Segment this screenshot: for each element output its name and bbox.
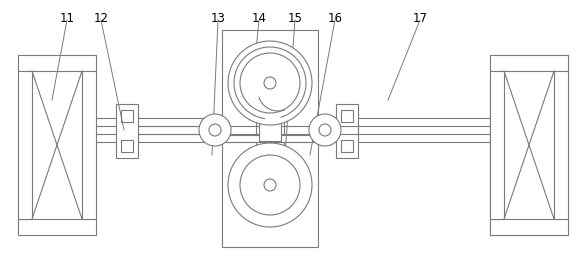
Bar — [82, 71, 96, 219]
Text: 12: 12 — [93, 12, 108, 25]
Bar — [490, 71, 504, 219]
Circle shape — [209, 124, 221, 136]
Bar — [554, 71, 568, 219]
Circle shape — [309, 114, 341, 146]
Bar — [222, 30, 318, 135]
Bar — [121, 140, 133, 152]
Circle shape — [199, 114, 231, 146]
Text: 16: 16 — [328, 12, 343, 25]
Bar — [490, 219, 568, 235]
Bar — [336, 104, 358, 158]
Circle shape — [264, 77, 276, 89]
Text: 17: 17 — [412, 12, 427, 25]
Bar — [18, 71, 32, 219]
Bar — [490, 55, 568, 235]
Circle shape — [228, 143, 312, 227]
Bar — [490, 55, 568, 71]
Circle shape — [319, 124, 331, 136]
Bar — [121, 110, 133, 122]
Bar — [341, 110, 353, 122]
Text: 11: 11 — [60, 12, 74, 25]
Bar — [18, 219, 96, 235]
Circle shape — [228, 41, 312, 125]
Text: 14: 14 — [252, 12, 266, 25]
Circle shape — [240, 53, 300, 113]
Bar — [222, 142, 318, 247]
Text: 13: 13 — [211, 12, 226, 25]
Bar — [259, 119, 281, 141]
Circle shape — [240, 155, 300, 215]
Bar — [341, 140, 353, 152]
Bar — [116, 104, 138, 158]
Circle shape — [264, 179, 276, 191]
Text: 15: 15 — [288, 12, 302, 25]
Bar — [18, 55, 96, 71]
